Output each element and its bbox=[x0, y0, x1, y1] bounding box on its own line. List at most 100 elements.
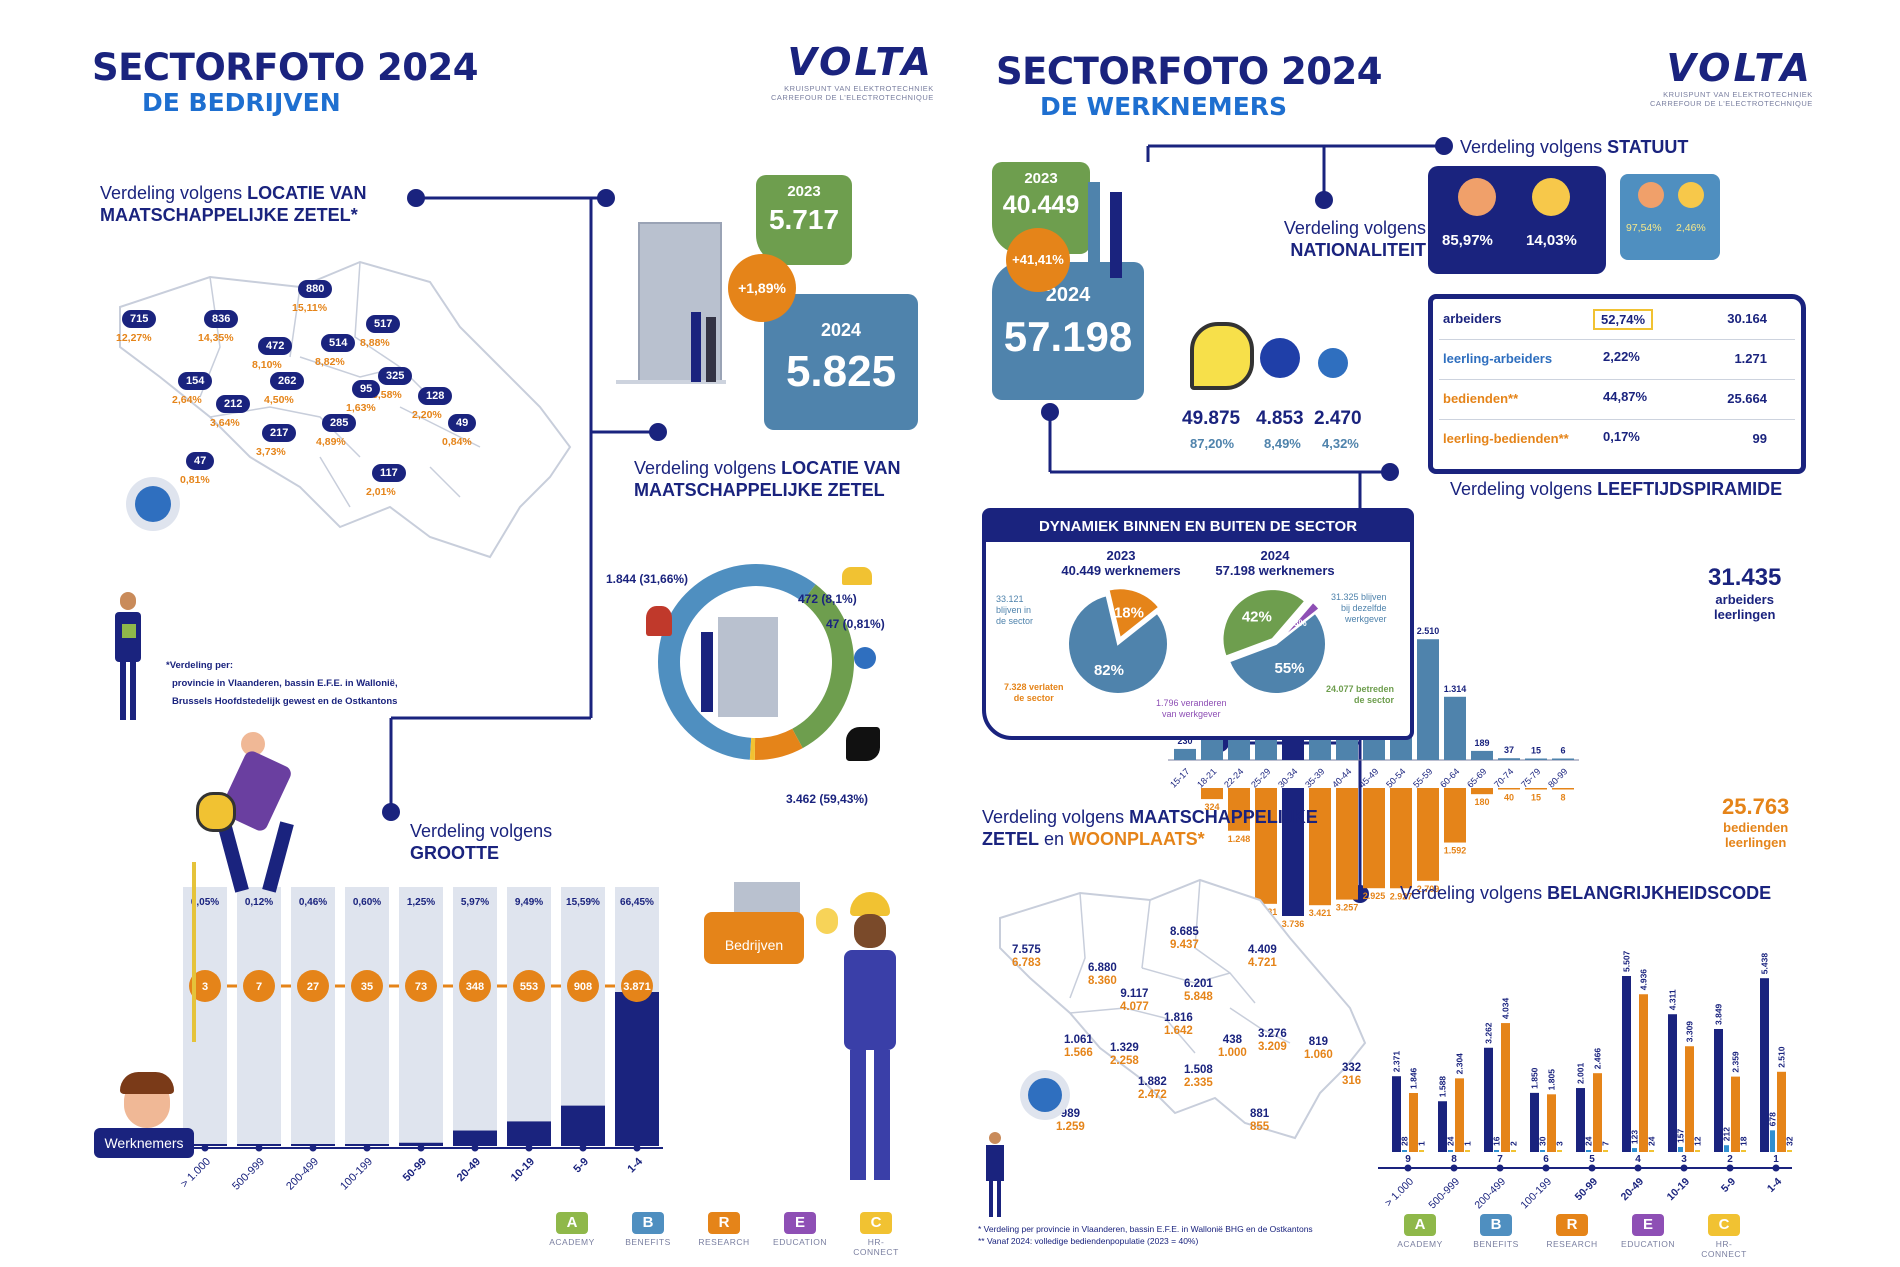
map-region-value: 128 bbox=[418, 387, 453, 405]
statuut-row-label: bedienden** bbox=[1443, 391, 1519, 406]
section-pyramid-b1: LEEFTIJDSPIRAMIDE bbox=[1597, 479, 1783, 499]
belang-bar bbox=[1547, 1094, 1556, 1152]
section-nationaliteit-b1: NATIONALITEIT bbox=[1290, 240, 1426, 260]
size-count-label: 3 bbox=[202, 981, 208, 993]
belang-code-label: 9 bbox=[1405, 1154, 1411, 1165]
statuut-row-value: 1.271 bbox=[1734, 351, 1767, 366]
page-subtitle: DE BEDRIJVEN bbox=[142, 88, 341, 117]
male-small-icon bbox=[1638, 182, 1664, 208]
map-region-zetel: 1.882 bbox=[1138, 1076, 1167, 1088]
map-region-woonplaats: 3.209 bbox=[1258, 1041, 1287, 1053]
section-zetel-b1: MAATSCHAPPELIJKE bbox=[1129, 807, 1318, 827]
volta-logo: VOLTA KRUISPUNT VAN ELEKTROTECHNIEK CARR… bbox=[771, 40, 934, 102]
statuut-row-pct: 52,74% bbox=[1593, 309, 1654, 330]
belang-bar-label: 678 bbox=[1768, 1112, 1778, 1126]
statuut-row-value: 99 bbox=[1752, 431, 1767, 446]
size-base-dot bbox=[471, 1144, 479, 1152]
dyn-right-c1: 24.077 betreden bbox=[1326, 684, 1395, 694]
section-location-b2: MAATSCHAPPELIJKE ZETEL bbox=[100, 205, 351, 225]
size-base-dot bbox=[579, 1144, 587, 1152]
belang-bar-label: 24 bbox=[1647, 1136, 1657, 1146]
dyn-2024-slice-stay bbox=[1227, 611, 1327, 695]
belang-bar bbox=[1557, 1150, 1562, 1152]
brand-name: EDUCATION bbox=[1621, 1239, 1675, 1249]
map-region-pair: 1.508 2.335 bbox=[1184, 1064, 1213, 1090]
badge-2023-right-year: 2023 bbox=[1024, 170, 1058, 187]
size-bar-pct: 0,05% bbox=[191, 897, 219, 908]
belang-bar bbox=[1576, 1088, 1585, 1152]
statuut-divider bbox=[1439, 379, 1795, 380]
section-size-b1: GROOTTE bbox=[410, 843, 499, 863]
section-location-star: * bbox=[350, 205, 358, 225]
panel-bedrijven: SECTORFOTO 2024 DE BEDRIJVEN VOLTA KRUIS… bbox=[86, 32, 946, 1262]
belang-bar-label: 3 bbox=[1555, 1141, 1565, 1146]
belang-bar-label: 3.262 bbox=[1484, 1022, 1494, 1044]
dyn-right-b1: 1.796 veranderen bbox=[1156, 698, 1227, 708]
size-bar bbox=[561, 1105, 605, 1146]
section-size-title: Verdeling volgens GROOTTE bbox=[410, 820, 552, 864]
nationality-pct: 87,20% bbox=[1190, 436, 1235, 451]
pyramid-label-bedienden: 1.248 bbox=[1228, 834, 1251, 844]
section-zetel-b2: ZETEL bbox=[982, 829, 1039, 849]
belang-code-label: 6 bbox=[1543, 1154, 1549, 1165]
map-region-pct: 8,82% bbox=[315, 356, 345, 368]
size-category-label: 200-499 bbox=[284, 1156, 321, 1193]
person-icon-right-1 bbox=[1088, 182, 1100, 278]
pyramid-bar-bedienden bbox=[1417, 788, 1439, 881]
section-zetel-pre: Verdeling volgens bbox=[982, 807, 1130, 827]
map-region-pair: 332 316 bbox=[1342, 1062, 1361, 1088]
logo-text-right: VOLTA bbox=[1666, 46, 1813, 90]
size-category-label: 10-19 bbox=[509, 1156, 537, 1184]
belang-bar-label: 2.304 bbox=[1455, 1053, 1465, 1075]
belang-code-label: 1 bbox=[1773, 1154, 1779, 1165]
female-icon bbox=[1532, 178, 1570, 216]
badge-2024-right-year: 2024 bbox=[1045, 284, 1091, 306]
belang-bar-label: 2.001 bbox=[1576, 1063, 1586, 1085]
map-region-pair: 1.061 1.566 bbox=[1064, 1034, 1093, 1060]
pyramid-bedienden-legend: 25.763 bedienden leerlingen bbox=[1722, 794, 1789, 850]
brand-name: BENEFITS bbox=[625, 1237, 671, 1247]
belang-bar-label: 18 bbox=[1739, 1136, 1749, 1146]
size-bar-pct: 0,12% bbox=[245, 897, 273, 908]
globe-inner-icon bbox=[135, 486, 171, 522]
belang-bar-label: 2.371 bbox=[1392, 1051, 1402, 1073]
footnote-title: *Verdeling per: bbox=[166, 660, 234, 671]
pyramid-arbeiders-l1: arbeiders bbox=[1715, 592, 1774, 607]
belang-bar bbox=[1455, 1078, 1464, 1152]
statuut-divider bbox=[1439, 419, 1795, 420]
donut-slice bbox=[658, 564, 816, 760]
brand-name: BENEFITS bbox=[1473, 1239, 1519, 1249]
male-icon bbox=[1458, 178, 1496, 216]
dyn-right-b: 1.796 veranderen van werkgever bbox=[1156, 698, 1227, 720]
map-region-woonplaats: 1.642 bbox=[1164, 1025, 1193, 1037]
pyramid-bar-bedienden bbox=[1498, 788, 1520, 790]
dyn-2024-slice-enter bbox=[1221, 588, 1307, 658]
map-region-woonplaats: 1.259 bbox=[1056, 1121, 1085, 1133]
map-region-value: 212 bbox=[216, 395, 251, 413]
footnote-right-2: ** Vanaf 2024: volledige bediendenpopula… bbox=[978, 1236, 1199, 1246]
werknemers-label: Werknemers bbox=[94, 1128, 194, 1158]
map-region-pct: 2,20% bbox=[412, 409, 442, 421]
size-bar-pct: 0,60% bbox=[353, 897, 381, 908]
dyn-right-b2: van werkgever bbox=[1162, 709, 1221, 719]
brand-item: A ACADEMY bbox=[1390, 1214, 1450, 1249]
pyramid-bar-bedienden bbox=[1309, 788, 1331, 906]
brand-name: EDUCATION bbox=[773, 1237, 827, 1247]
belang-bar bbox=[1760, 978, 1769, 1152]
belang-axis-dot bbox=[1404, 1164, 1412, 1172]
dyn-right-a3: werkgever bbox=[1345, 614, 1387, 624]
belang-code-label: 5 bbox=[1589, 1154, 1595, 1165]
dynamiek-title: DYNAMIEK BINNEN EN BUITEN DE SECTOR bbox=[986, 512, 1410, 542]
map-region-pair: 1.882 2.472 bbox=[1138, 1076, 1167, 1102]
statuut-row-pct: 0,17% bbox=[1603, 429, 1640, 444]
donut-slice-label: 47 (0,81%) bbox=[826, 617, 885, 631]
section-statuut-b1: STATUUT bbox=[1607, 137, 1689, 157]
section-pyramid-title: Verdeling volgens LEEFTIJDSPIRAMIDE bbox=[1450, 478, 1782, 500]
pyramid-label-bedienden: 2.925 bbox=[1363, 891, 1386, 901]
pyramid-bar-arbeiders bbox=[1444, 696, 1466, 760]
map-region-value: 514 bbox=[321, 334, 356, 352]
section-nationaliteit-title: Verdeling volgens NATIONALITEIT bbox=[1236, 217, 1426, 261]
brand-letter-icon: B bbox=[632, 1212, 664, 1234]
pyramid-bar-bedienden bbox=[1336, 788, 1358, 900]
pyramid-label-bedienden: 2.927 bbox=[1390, 891, 1413, 901]
